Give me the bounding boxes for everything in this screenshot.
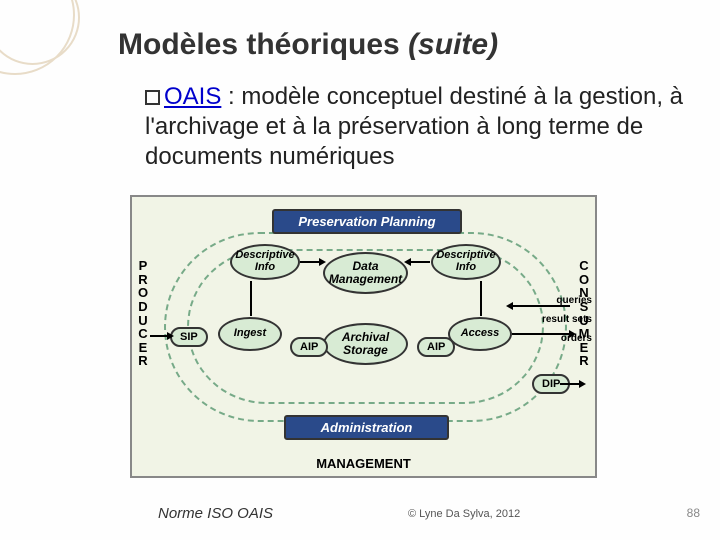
page-number: 88	[687, 506, 700, 520]
arrow-ingest-di1	[250, 281, 252, 316]
sip-pill: SIP	[170, 327, 208, 347]
arrow-dm-di2	[410, 261, 430, 263]
decor-circle-2	[0, 0, 80, 65]
oais-diagram: PRODUCER CONSUMER Preservation Planning …	[130, 195, 597, 478]
aip-pill-2: AIP	[417, 337, 455, 357]
diagram-caption: Norme ISO OAIS	[158, 505, 273, 522]
result-sets-label: result sets	[542, 314, 592, 325]
arrow-di1-dm	[300, 261, 320, 263]
access-node: Access	[448, 317, 512, 351]
title-main: Modèles théoriques	[118, 28, 408, 61]
descriptive-info-left-node: Descriptive Info	[230, 244, 300, 280]
arrow-dip-out	[560, 383, 580, 385]
management-label: MANAGEMENT	[132, 456, 595, 471]
aip-pill-1: AIP	[290, 337, 328, 357]
data-management-node: Data Management	[323, 252, 408, 294]
square-bullet-icon	[145, 90, 160, 105]
orders-label: orders	[561, 333, 592, 344]
descriptive-info-right-node: Descriptive Info	[431, 244, 501, 280]
archival-storage-node: Archival Storage	[323, 323, 408, 365]
producer-label: PRODUCER	[136, 259, 150, 368]
page-title: Modèles théoriques (suite)	[118, 28, 498, 62]
bullet-paragraph: OAIS : modèle conceptuel destiné à la ge…	[145, 82, 690, 172]
queries-label: queries	[556, 295, 592, 306]
bullet-rest: : modèle conceptuel destiné à la gestion…	[145, 83, 683, 170]
arrow-producer-sip	[150, 335, 168, 337]
oais-link[interactable]: OAIS	[164, 83, 221, 110]
title-suffix: (suite)	[408, 28, 498, 61]
preservation-planning-banner: Preservation Planning	[272, 209, 462, 234]
ingest-node: Ingest	[218, 317, 282, 351]
copyright-text: © Lyne Da Sylva, 2012	[408, 508, 520, 520]
arrow-access-di2	[480, 281, 482, 316]
administration-banner: Administration	[284, 415, 449, 440]
